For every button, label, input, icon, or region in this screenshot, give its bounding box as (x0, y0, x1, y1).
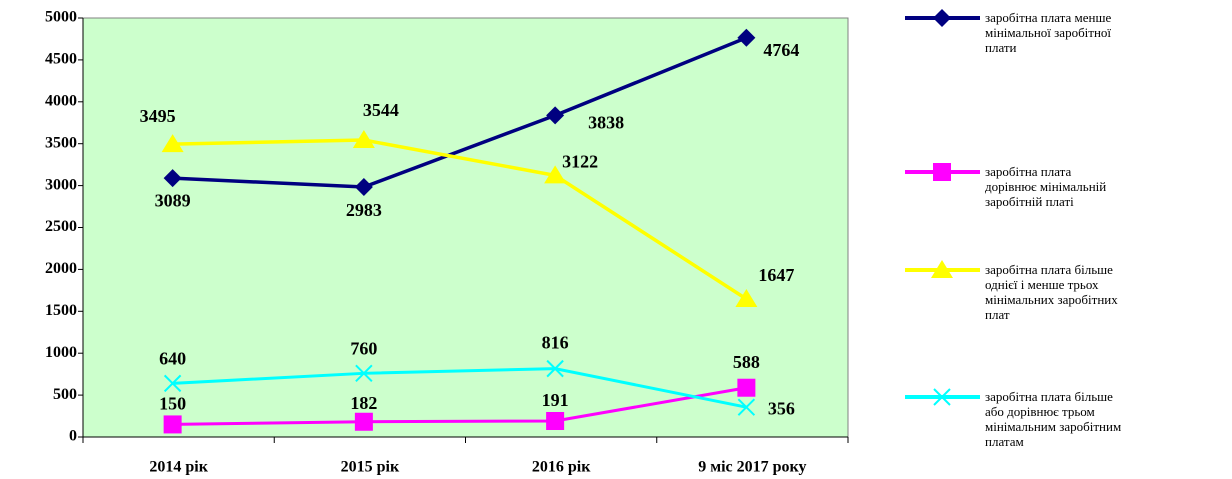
marker (933, 163, 951, 181)
data-label: 816 (542, 333, 569, 353)
line (172, 138, 748, 301)
marker (735, 288, 758, 307)
y-tick-label: 3500 (45, 134, 77, 151)
marker (737, 378, 756, 397)
y-tick-label: 1000 (45, 344, 77, 361)
marker (354, 412, 373, 431)
marker (163, 374, 182, 393)
x-tick-label: 2014 рік (149, 459, 208, 476)
legend-entry: заробітна плата менше мінімальної заробі… (985, 10, 1112, 55)
y-tick-label: 4500 (45, 51, 77, 68)
data-label: 760 (350, 338, 377, 358)
y-tick-label: 5000 (45, 9, 77, 26)
x-tick-label: 9 міс 2017 року (698, 459, 806, 476)
marker (737, 28, 756, 47)
y-tick-label: 2000 (45, 260, 77, 277)
data-label: 3089 (155, 190, 191, 210)
data-label: 4764 (763, 40, 799, 60)
marker (544, 165, 567, 184)
data-label: 3495 (140, 106, 176, 126)
marker (352, 130, 375, 149)
plot-area (82, 17, 849, 438)
data-label: 191 (542, 390, 569, 410)
data-label: 2983 (346, 200, 382, 220)
marker (354, 178, 373, 197)
x-tick-label: 2015 рік (341, 459, 400, 476)
marker (355, 364, 373, 383)
y-tick-label: 0 (69, 428, 77, 445)
data-label: 640 (159, 348, 186, 368)
legend-entry: заробітна плата більше однієї і менше тр… (985, 262, 1118, 322)
data-label: 1647 (758, 265, 794, 285)
line (172, 367, 747, 409)
data-label: 182 (350, 393, 377, 413)
marker (737, 398, 756, 416)
data-label: 356 (768, 398, 795, 418)
legend-entry: заробітна плата більше або дорівнює трьо… (985, 389, 1122, 449)
line (172, 386, 747, 426)
marker (161, 134, 184, 153)
data-label: 3544 (363, 100, 399, 120)
marker (546, 411, 565, 430)
data-label: 3122 (562, 152, 598, 172)
y-tick-label: 1500 (45, 302, 77, 319)
x-tick-label: 2016 рік (532, 459, 591, 476)
legend-entry: заробітна плата дорівнює мінімальній зар… (985, 164, 1107, 209)
data-label: 588 (733, 352, 760, 372)
y-tick-label: 500 (53, 386, 77, 403)
marker (163, 415, 182, 434)
marker (546, 106, 565, 125)
line (172, 36, 748, 189)
y-tick-label: 3000 (45, 176, 77, 193)
marker (933, 9, 951, 27)
marker (931, 260, 953, 278)
marker (163, 169, 182, 188)
y-tick-label: 2500 (45, 218, 77, 235)
data-label: 150 (159, 394, 186, 414)
marker (933, 388, 951, 406)
marker (546, 359, 564, 378)
data-label: 3838 (588, 113, 624, 133)
y-tick-label: 4000 (45, 92, 77, 109)
